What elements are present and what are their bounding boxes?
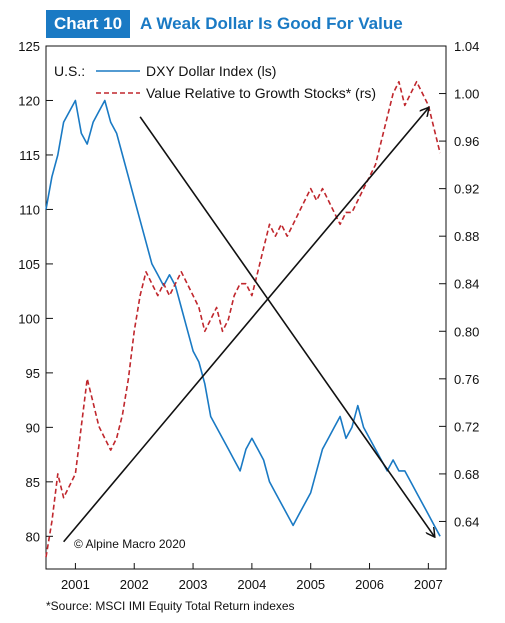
legend: U.S.: DXY Dollar Index (ls) Value Relati…: [54, 63, 376, 101]
left-tick-label: 90: [26, 420, 40, 435]
chart-title: A Weak Dollar Is Good For Value: [140, 14, 403, 33]
trend-arrow-up: [63, 108, 429, 543]
x-tick-label: 2003: [179, 577, 208, 592]
left-tick-label: 125: [18, 39, 40, 54]
trend-arrow-down: [139, 116, 434, 536]
x-tick-label: 2002: [120, 577, 149, 592]
legend-entry-dxy: DXY Dollar Index (ls): [146, 63, 276, 79]
right-tick-label: 0.76: [454, 372, 479, 387]
legend-prefix: U.S.:: [54, 63, 85, 79]
right-tick-label: 0.80: [454, 324, 479, 339]
left-tick-label: 120: [18, 93, 40, 108]
chart-number-badge: Chart 10: [46, 10, 131, 38]
left-tick-label: 105: [18, 257, 40, 272]
x-tick-label: 2006: [355, 577, 384, 592]
legend-entry-value: Value Relative to Growth Stocks* (rs): [146, 85, 376, 101]
right-tick-label: 0.72: [454, 419, 479, 434]
left-tick-label: 85: [26, 475, 40, 490]
left-tick-label: 100: [18, 311, 40, 326]
right-tick-label: 0.68: [454, 467, 479, 482]
x-tick-label: 2001: [61, 577, 90, 592]
plot-frame: [45, 45, 447, 570]
series-line-value-growth: [45, 80, 441, 558]
left-tick-label: 110: [19, 202, 40, 217]
chart-header: Chart 10 A Weak Dollar Is Good For Value: [46, 10, 403, 38]
x-tick-label: 2004: [237, 577, 266, 592]
right-tick-label: 0.92: [454, 182, 479, 197]
series-line-dxy: [45, 99, 441, 537]
left-tick-label: 80: [26, 529, 40, 544]
source-note: *Source: MSCI IMI Equity Total Return in…: [46, 599, 295, 613]
copyright-annotation: © Alpine Macro 2020: [74, 537, 186, 551]
x-tick-label: 2005: [296, 577, 325, 592]
right-tick-label: 1.00: [454, 87, 479, 102]
left-tick-label: 115: [19, 148, 40, 163]
x-tick-label: 2007: [414, 577, 443, 592]
right-tick-label: 0.96: [454, 134, 479, 149]
right-tick-label: 0.64: [454, 514, 479, 529]
right-tick-label: 0.88: [454, 229, 479, 244]
right-tick-label: 0.84: [454, 277, 479, 292]
right-tick-label: 1.04: [454, 39, 479, 54]
left-tick-label: 95: [26, 366, 40, 381]
